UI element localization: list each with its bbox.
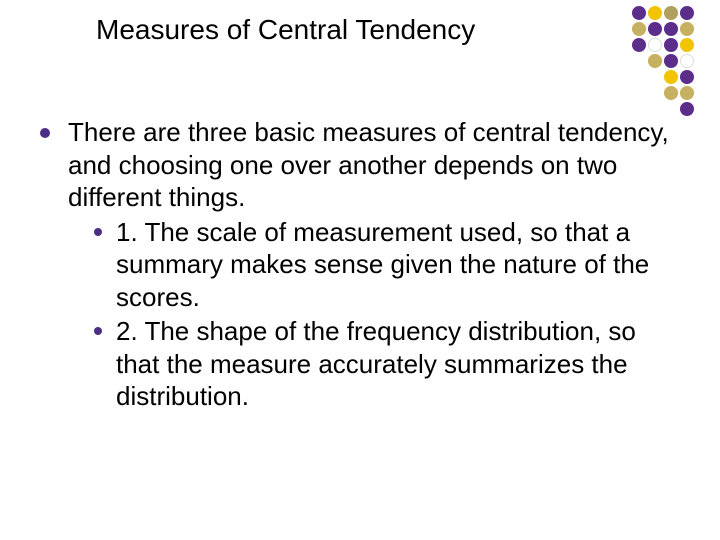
bullet-level2: 2. The shape of the frequency distributi…: [94, 315, 680, 413]
deco-dot: [632, 6, 646, 20]
deco-dot: [680, 86, 694, 100]
deco-dot: [648, 22, 662, 36]
bullet-level2: 1. The scale of measurement used, so tha…: [94, 216, 680, 314]
bullet-text: 2. The shape of the frequency distributi…: [116, 315, 680, 413]
deco-dot: [648, 6, 662, 20]
decorative-dot-grid: [586, 6, 706, 126]
deco-dot: [680, 22, 694, 36]
bullet-icon: [94, 228, 102, 236]
deco-dot: [664, 86, 678, 100]
deco-dot: [680, 38, 694, 52]
deco-dot: [648, 38, 662, 52]
bullet-text: There are three basic measures of centra…: [68, 116, 680, 214]
deco-dot: [680, 70, 694, 84]
slide-body: There are three basic measures of centra…: [40, 116, 680, 413]
deco-dot: [680, 6, 694, 20]
deco-dot: [648, 54, 662, 68]
deco-dot: [664, 38, 678, 52]
bullet-icon: [94, 327, 102, 335]
deco-dot: [680, 54, 694, 68]
bullet-text: 1. The scale of measurement used, so tha…: [116, 216, 680, 314]
bullet-icon: [40, 128, 50, 138]
bullet-level1: There are three basic measures of centra…: [40, 116, 680, 214]
deco-dot: [664, 6, 678, 20]
slide: Measures of Central Tendency There are t…: [0, 0, 720, 540]
deco-dot: [680, 102, 694, 116]
deco-dot: [664, 54, 678, 68]
deco-dot: [632, 22, 646, 36]
deco-dot: [664, 70, 678, 84]
deco-dot: [632, 38, 646, 52]
deco-dot: [664, 22, 678, 36]
